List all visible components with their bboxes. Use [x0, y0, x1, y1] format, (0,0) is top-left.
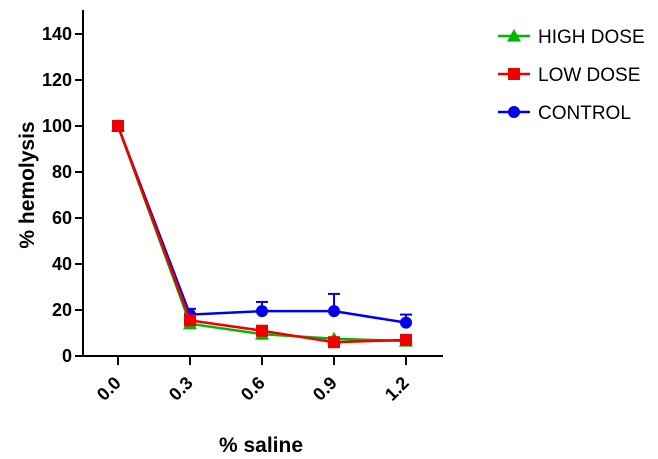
legend: HIGH DOSE LOW DOSE CONTROL — [498, 27, 645, 124]
data-point — [112, 120, 124, 132]
series-layer — [111, 119, 413, 349]
axes: 0 20 40 60 80 100 120 140 0.0 0.3 0.6 0.9 1.2 — [42, 10, 443, 405]
legend-item: LOW DOSE — [498, 65, 640, 86]
data-point — [184, 314, 196, 327]
series-low-dose — [112, 120, 412, 349]
y-tick-label: 60 — [52, 208, 72, 228]
y-tick-label: 100 — [42, 116, 72, 136]
y-tick-label: 40 — [52, 254, 72, 274]
legend-label: LOW DOSE — [538, 65, 640, 86]
y-tick-label: 20 — [52, 300, 72, 320]
data-point — [400, 316, 412, 329]
x-tick-label: 0.0 — [93, 373, 125, 405]
x-tick-label: 1.2 — [381, 373, 413, 405]
legend-label: CONTROL — [538, 103, 631, 124]
data-point — [256, 305, 268, 318]
y-axis-title: % hemolysis — [16, 121, 39, 248]
y-tick-label: 80 — [52, 162, 72, 182]
x-axis-title: % saline — [219, 434, 303, 457]
data-point — [256, 324, 268, 337]
x-tick-label: 0.9 — [309, 373, 341, 405]
y-tick-label: 120 — [42, 70, 72, 90]
x-tick-label: 0.6 — [237, 373, 269, 405]
y-tick-label: 140 — [42, 24, 72, 44]
legend-marker — [507, 29, 521, 42]
data-point — [400, 333, 412, 346]
y-tick-label: 0 — [62, 346, 72, 366]
series-control — [112, 120, 412, 329]
legend-marker — [508, 68, 520, 80]
legend-item: HIGH DOSE — [498, 27, 645, 48]
legend-marker — [508, 106, 520, 118]
series-line — [116, 125, 407, 324]
legend-item: CONTROL — [498, 103, 631, 124]
x-tick-label: 0.3 — [165, 373, 197, 405]
legend-label: HIGH DOSE — [538, 27, 645, 48]
data-point — [328, 305, 340, 318]
data-point — [328, 336, 340, 349]
